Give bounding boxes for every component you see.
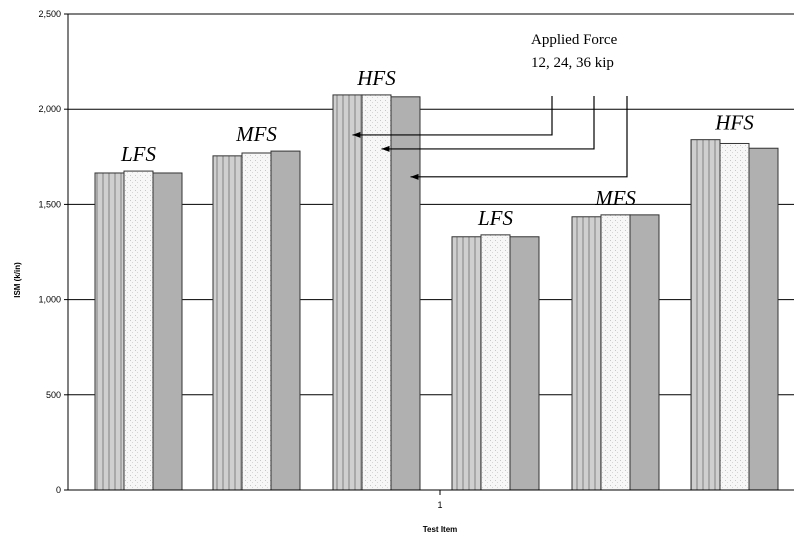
- y-tick-label: 2,000: [38, 104, 61, 114]
- annotation-arrowhead: [352, 131, 361, 138]
- y-tick-label: 2,500: [38, 9, 61, 19]
- bar: [361, 94, 392, 491]
- grid-lines: [68, 13, 794, 396]
- y-axis-title: ISM (k/in): [13, 262, 22, 298]
- group-label: LFS: [477, 206, 514, 230]
- annotation-line-1: Applied Force: [531, 32, 618, 48]
- group-label: LFS: [120, 142, 157, 166]
- bar: [270, 150, 301, 491]
- bar: [241, 152, 272, 491]
- group-labels: LFS MFS HFS LFS MFS HFS: [120, 66, 754, 230]
- bar: [629, 214, 660, 491]
- bars: [94, 94, 779, 491]
- bar: [719, 142, 750, 491]
- bar: [600, 214, 631, 491]
- x-tick-label: 1: [437, 500, 442, 510]
- y-tick-label: 1,500: [38, 199, 61, 209]
- x-axis-title: Test Item: [423, 525, 458, 534]
- y-tick-labels: 0 500 1,000 1,500 2,000 2,500: [38, 9, 61, 495]
- annotation-arrowhead: [410, 173, 419, 180]
- bar: [451, 236, 482, 491]
- bar: [212, 155, 243, 491]
- bar: [748, 147, 779, 491]
- annotation-arrow-line: [381, 96, 595, 150]
- applied-force-annotation: Applied Force 12, 24, 36 kip: [352, 32, 628, 180]
- bar: [690, 139, 721, 491]
- bar: [332, 94, 363, 491]
- bar: [509, 236, 540, 491]
- annotation-arrow-line: [410, 96, 628, 178]
- group-label: MFS: [235, 122, 277, 146]
- bar: [94, 172, 125, 491]
- annotation-line-2: 12, 24, 36 kip: [531, 55, 614, 71]
- group-label: MFS: [594, 186, 636, 210]
- bar: [123, 170, 154, 491]
- y-tick-label: 0: [56, 485, 61, 495]
- group-label: HFS: [714, 111, 754, 135]
- axes: [64, 13, 794, 495]
- bar: [390, 96, 421, 491]
- annotation-arrowhead: [381, 145, 390, 152]
- bar: [152, 172, 183, 491]
- y-tick-label: 500: [46, 390, 61, 400]
- bar: [571, 216, 602, 491]
- bar: [480, 234, 511, 491]
- annotation-arrow-line: [352, 96, 553, 136]
- group-label: HFS: [356, 66, 396, 90]
- y-tick-label: 1,000: [38, 295, 61, 305]
